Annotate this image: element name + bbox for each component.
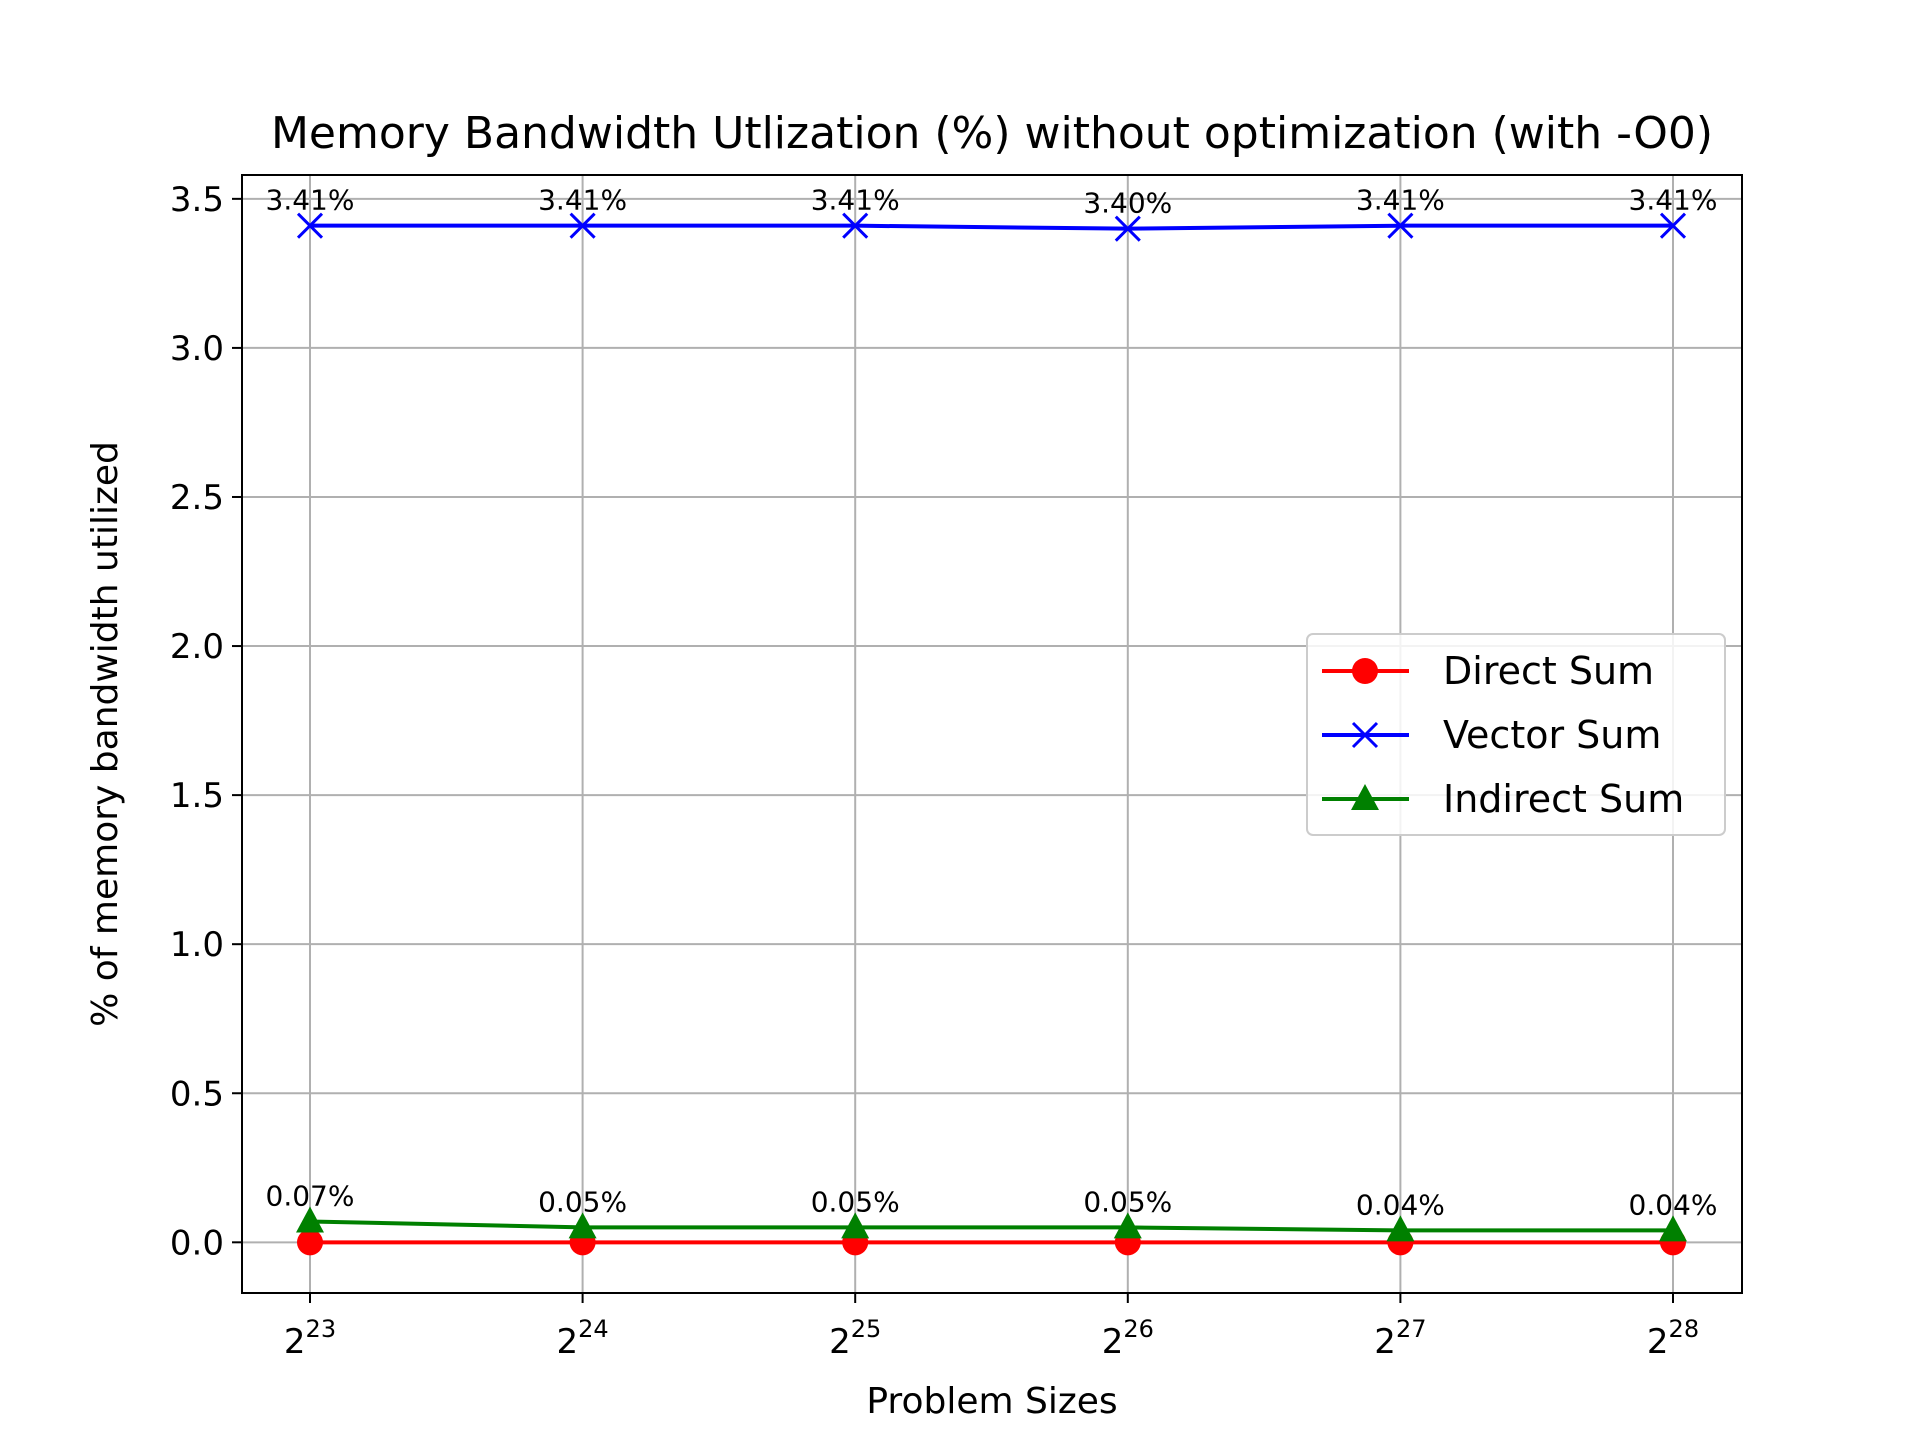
indirect-sum-data-label: 0.04% bbox=[1629, 1188, 1718, 1221]
y-tick-label: 2.5 bbox=[170, 478, 224, 518]
vector-sum-data-label: 3.41% bbox=[266, 184, 355, 217]
vector-sum-data-label: 3.41% bbox=[538, 184, 627, 217]
vector-sum-point bbox=[296, 212, 324, 239]
vector-sum-point bbox=[1114, 215, 1141, 242]
chart-title: Memory Bandwidth Utlization (%) without … bbox=[271, 108, 1713, 159]
x-tick-label: 228 bbox=[1647, 1315, 1699, 1362]
indirect-sum-data-label: 0.07% bbox=[266, 1179, 355, 1212]
direct-sum-point bbox=[297, 1229, 323, 1256]
indirect-sum-data-label: 0.05% bbox=[538, 1185, 627, 1218]
y-axis-ticks: 0.0 0.5 1.0 1.5 2.0 2.5 3.0 3.5 bbox=[170, 180, 242, 1263]
y-tick-label: 3.0 bbox=[170, 329, 224, 369]
vector-sum-point bbox=[569, 212, 596, 239]
legend-vector-sum-marker bbox=[1351, 721, 1379, 749]
y-tick-label: 0.5 bbox=[170, 1074, 224, 1114]
x-axis-ticks: 223 224 225 226 227 228 bbox=[284, 1293, 1699, 1362]
plot-series bbox=[296, 212, 1687, 1256]
indirect-sum-line bbox=[309, 1219, 1673, 1233]
y-tick-label: 1.0 bbox=[170, 925, 224, 965]
legend-direct-sum-label: Direct Sum bbox=[1443, 649, 1654, 693]
indirect-sum-data-label: 0.04% bbox=[1356, 1188, 1445, 1221]
indirect-sum-point bbox=[841, 1212, 870, 1239]
vector-sum-data-label: 3.41% bbox=[1629, 184, 1718, 217]
vector-sum-data-label: 3.41% bbox=[1356, 184, 1445, 217]
vector-sum-data-label: 3.40% bbox=[1083, 187, 1172, 220]
vector-sum-point bbox=[842, 212, 869, 239]
vector-sum-line bbox=[310, 223, 1673, 231]
legend-direct-sum-marker bbox=[1352, 658, 1378, 684]
indirect-sum-point bbox=[1386, 1215, 1415, 1242]
y-axis-label: % of memory bandwidth utilized bbox=[85, 441, 126, 1027]
x-tick-label: 223 bbox=[284, 1315, 336, 1362]
y-tick-label: 1.5 bbox=[170, 776, 224, 816]
legend: Direct Sum Vector Sum Indirect Sum bbox=[1306, 633, 1726, 836]
legend-vector-sum-label: Vector Sum bbox=[1443, 713, 1661, 757]
y-tick-label: 2.0 bbox=[170, 627, 224, 667]
indirect-sum-point bbox=[568, 1212, 597, 1239]
x-tick-label: 227 bbox=[1374, 1315, 1426, 1362]
data-labels: 3.41% 3.41% 3.41% 3.40% 3.41% 3.41% 0.07% 0.05%… bbox=[266, 184, 1718, 1222]
indirect-sum-data-label: 0.05% bbox=[811, 1185, 900, 1218]
legend-indirect-sum-label: Indirect Sum bbox=[1443, 777, 1684, 821]
legend-indirect-sum-marker bbox=[1351, 784, 1379, 810]
x-axis-label: Problem Sizes bbox=[866, 1381, 1117, 1422]
plot-frame bbox=[241, 174, 1743, 1294]
x-tick-label: 225 bbox=[829, 1315, 881, 1362]
x-tick-label: 224 bbox=[557, 1315, 609, 1362]
y-tick-label: 3.5 bbox=[170, 180, 224, 220]
indirect-sum-point bbox=[296, 1206, 324, 1233]
x-tick-label: 226 bbox=[1102, 1315, 1154, 1362]
legend-box bbox=[1306, 633, 1726, 836]
y-tick-label: 0.0 bbox=[170, 1223, 224, 1263]
indirect-sum-point bbox=[1113, 1212, 1142, 1239]
indirect-sum-data-label: 0.05% bbox=[1083, 1185, 1172, 1218]
indirect-sum-point bbox=[1659, 1215, 1687, 1242]
vector-sum-point bbox=[1387, 212, 1414, 239]
vector-sum-point bbox=[1659, 212, 1687, 239]
vector-sum-data-label: 3.41% bbox=[811, 184, 900, 217]
